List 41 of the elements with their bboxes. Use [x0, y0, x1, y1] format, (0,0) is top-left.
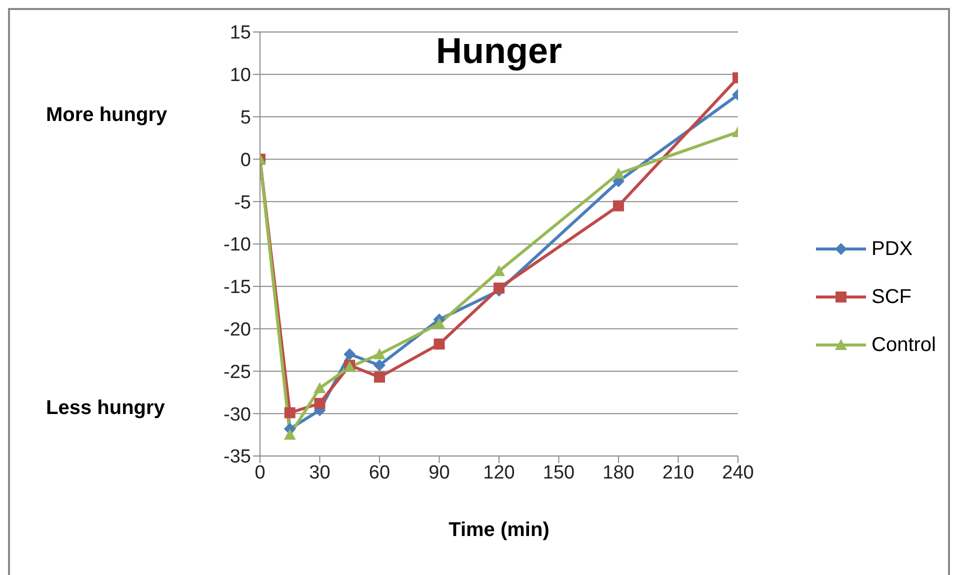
legend-label: Control — [872, 334, 936, 356]
y-tick-label: -15 — [224, 277, 251, 298]
y-tick-label: 0 — [240, 150, 251, 171]
x-tick-label: 120 — [483, 462, 515, 484]
y-tick-label: -5 — [234, 192, 251, 214]
point — [374, 348, 386, 360]
text: Less hungry — [46, 397, 165, 420]
x-tick-label: 60 — [368, 462, 390, 484]
point — [374, 372, 385, 383]
y-tick-label: -20 — [224, 320, 251, 341]
y-tick-label: 10 — [230, 65, 251, 86]
y-tick-label: 5 — [240, 108, 251, 129]
chart-title: Hunger — [435, 30, 563, 72]
point — [493, 265, 505, 276]
point — [284, 428, 296, 440]
point — [314, 398, 326, 409]
point — [494, 282, 504, 294]
x-tick-label: 240 — [722, 462, 754, 484]
x-tick-label: 180 — [602, 462, 634, 484]
point — [433, 318, 446, 329]
point — [613, 200, 624, 212]
point — [314, 382, 326, 394]
x-axis-title: Time (min) — [448, 519, 550, 542]
legend-label: SCF — [872, 286, 912, 308]
y-tick-label: -30 — [224, 404, 251, 426]
x-tick-label: 30 — [309, 462, 330, 484]
point — [434, 338, 445, 350]
legend-label: PDX — [872, 238, 913, 260]
x-tick-label: 210 — [662, 462, 694, 484]
point — [374, 359, 386, 372]
y-tick-label: -25 — [224, 362, 251, 383]
y-tick-label: 15 — [230, 22, 251, 44]
text: More hungry — [46, 104, 168, 127]
y-tick-label: -35 — [224, 446, 251, 468]
x-tick-label: 150 — [542, 462, 575, 484]
point — [612, 168, 624, 179]
point — [344, 348, 356, 360]
y-tick-label: -10 — [224, 234, 251, 256]
x-tick-label: 90 — [428, 462, 450, 484]
x-tick-label: 0 — [254, 462, 266, 484]
point — [284, 407, 296, 418]
